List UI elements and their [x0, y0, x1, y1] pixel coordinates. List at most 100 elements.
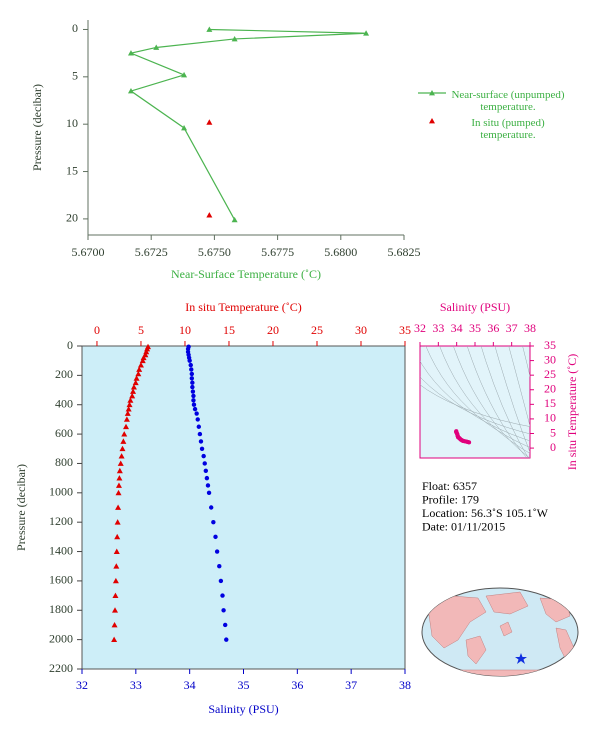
- y-tick-label: 5: [550, 425, 556, 439]
- data-point: [209, 505, 214, 510]
- data-point: [115, 489, 122, 496]
- data-point: [123, 423, 130, 430]
- x-tick-label: 34: [451, 321, 463, 335]
- data-point: [116, 475, 123, 481]
- y-tick-label: 20: [544, 382, 556, 396]
- x-tick-label: 5.6775: [261, 245, 294, 259]
- x-tick-label: 36: [487, 321, 499, 335]
- data-point: [127, 88, 134, 94]
- info-text: Date: 01/11/2015: [422, 519, 505, 533]
- y-tick-label: 1400: [49, 543, 73, 557]
- x2-tick-label: 25: [311, 323, 323, 337]
- data-point: [114, 533, 121, 540]
- data-point: [118, 453, 125, 459]
- x-tick-label: 37: [345, 678, 357, 692]
- x-axis-title: Salinity (PSU): [440, 300, 510, 314]
- data-point: [137, 362, 144, 368]
- x-tick-label: 35: [469, 321, 481, 335]
- data-point: [114, 519, 121, 525]
- isopycnal: [494, 346, 530, 453]
- data-point: [126, 401, 133, 408]
- data-point: [201, 453, 206, 459]
- x2-tick-label: 15: [223, 323, 235, 337]
- x2-tick-label: 0: [94, 323, 100, 337]
- data-point: [188, 362, 193, 368]
- y-axis-title: Pressure (decibar): [30, 84, 44, 171]
- plot-area: [419, 345, 531, 459]
- data-point: [199, 446, 205, 451]
- data-point: [217, 564, 222, 569]
- data-point: [116, 467, 123, 474]
- x2-tick-label: 5: [138, 323, 144, 337]
- data-point: [121, 431, 128, 437]
- data-point: [132, 379, 139, 386]
- data-point: [181, 124, 188, 131]
- data-point: [187, 358, 192, 363]
- data-point: [211, 519, 216, 525]
- data-point: [214, 549, 220, 554]
- info-text: Profile: 179: [422, 492, 479, 506]
- data-point: [190, 384, 195, 390]
- data-point: [195, 417, 200, 422]
- data-point: [222, 622, 228, 628]
- y-tick-label: 200: [55, 367, 73, 381]
- data-point: [123, 416, 130, 422]
- data-point: [111, 636, 118, 643]
- data-point: [194, 411, 199, 416]
- x2-tick-label: 35: [399, 323, 411, 337]
- data-point: [202, 461, 207, 466]
- data-point: [189, 376, 195, 381]
- data-point: [130, 384, 137, 390]
- x-tick-label: 32: [76, 678, 88, 692]
- data-point: [130, 388, 137, 394]
- data-point: [363, 30, 370, 36]
- isopycnal: [420, 384, 530, 427]
- data-point: [220, 593, 225, 598]
- y-tick-label: 1000: [49, 485, 73, 499]
- isopycnal: [508, 346, 530, 428]
- x2-axis-title: In situ Temperature (˚C): [185, 300, 302, 314]
- legend-marker: [429, 90, 435, 96]
- data-point: [231, 216, 238, 223]
- x-axis-title: Salinity (PSU): [208, 702, 278, 716]
- x-tick-label: 5.6750: [198, 245, 231, 259]
- data-point: [113, 548, 120, 554]
- x-tick-label: 5.6725: [135, 245, 168, 259]
- data-point: [191, 402, 197, 407]
- y-tick-label: 1600: [49, 573, 73, 587]
- x-tick-label: 38: [524, 321, 536, 335]
- data-point: [191, 393, 196, 399]
- y-tick-label: 0: [550, 440, 556, 454]
- y-tick-label: 10: [544, 411, 556, 425]
- y-tick-label: 2200: [49, 661, 73, 675]
- data-point: [113, 563, 120, 569]
- isopycnal: [480, 346, 529, 458]
- y-tick-label: 600: [55, 426, 73, 440]
- x-tick-label: 36: [291, 678, 303, 692]
- isopycnals: [420, 346, 530, 458]
- data-point: [139, 357, 146, 364]
- data-point: [203, 468, 209, 473]
- data-point: [153, 44, 160, 50]
- data-line: [128, 28, 367, 221]
- data-point: [213, 534, 218, 540]
- y-axis-title: In situ Temperature (˚C): [565, 354, 579, 471]
- data-point: [140, 354, 147, 361]
- x-tick-label: 32: [414, 321, 426, 335]
- y-tick-label: 0: [67, 338, 73, 352]
- x-axis-title: Near-Surface Temperature (˚C): [171, 267, 321, 281]
- x-tick-label: 5.6800: [324, 245, 357, 259]
- y-tick-label: 5: [72, 69, 78, 83]
- x-tick-label: 37: [506, 321, 518, 335]
- info-text: Float: 6357: [422, 479, 477, 493]
- x2-tick-label: 20: [267, 323, 279, 337]
- data-point: [198, 439, 204, 444]
- data-point: [206, 26, 213, 32]
- y-tick-label: 15: [544, 396, 556, 410]
- y-tick-label: 35: [544, 338, 556, 352]
- y-tick-label: 1800: [49, 602, 73, 616]
- data-point: [190, 389, 196, 394]
- data-point: [120, 438, 127, 444]
- y-tick-label: 10: [66, 116, 78, 130]
